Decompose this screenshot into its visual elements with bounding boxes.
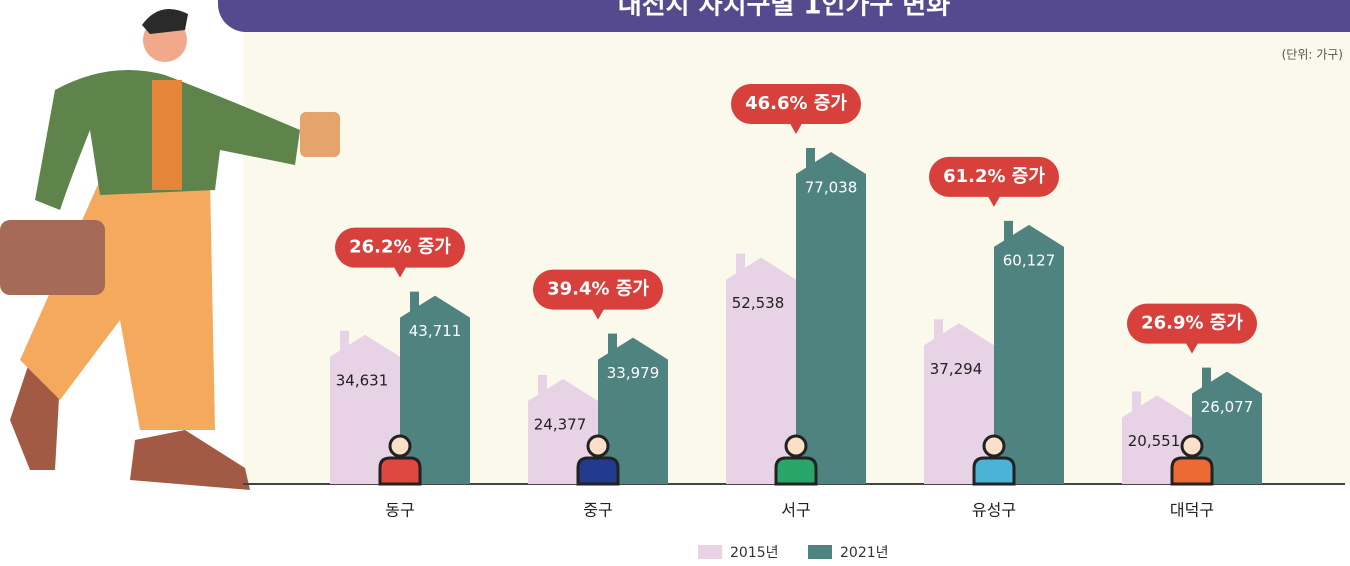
x-tick-label: 대덕구 [1170, 501, 1214, 520]
person-icon [974, 458, 1014, 484]
value-label: 37,294 [930, 360, 983, 378]
x-tick-label: 동구 [385, 501, 414, 520]
person-icon [380, 458, 420, 484]
value-label: 77,038 [805, 179, 858, 197]
value-label: 34,631 [336, 371, 389, 389]
legend-label: 2015년 [730, 545, 779, 561]
person-icon [786, 436, 806, 456]
annotation: 26.9% 증가 [1141, 313, 1243, 334]
person-icon [984, 436, 1004, 456]
x-tick-label: 중구 [583, 501, 612, 520]
value-label: 60,127 [1003, 251, 1056, 269]
legend-swatch [698, 545, 722, 559]
chart-title: 대전시 자치구별 1인가구 변화 [618, 0, 950, 21]
chart: 대전시 자치구별 1인가구 변화 (단위: 가구) 동구 34,631 43,711… [0, 0, 1350, 566]
person-icon [588, 436, 608, 456]
person-icon [390, 436, 410, 456]
person-icon [1172, 458, 1212, 484]
person-icon [776, 458, 816, 484]
x-tick-label: 서구 [781, 501, 810, 520]
x-tick-label: 유성구 [972, 501, 1016, 520]
legend-swatch [808, 545, 832, 559]
value-label: 43,711 [409, 322, 462, 340]
unit-label: (단위: 가구) [1282, 48, 1343, 62]
value-label: 24,377 [534, 415, 587, 433]
annotation: 39.4% 증가 [547, 279, 649, 300]
annotation: 46.6% 증가 [745, 93, 847, 114]
value-label: 20,551 [1128, 432, 1181, 450]
bar [796, 152, 866, 484]
legend-label: 2021년 [840, 545, 889, 561]
value-label: 33,979 [607, 364, 660, 382]
value-label: 26,077 [1201, 398, 1254, 416]
annotation: 61.2% 증가 [943, 166, 1045, 187]
value-label: 52,538 [732, 294, 785, 312]
person-icon [578, 458, 618, 484]
annotation: 26.2% 증가 [349, 237, 451, 258]
person-icon [1182, 436, 1202, 456]
